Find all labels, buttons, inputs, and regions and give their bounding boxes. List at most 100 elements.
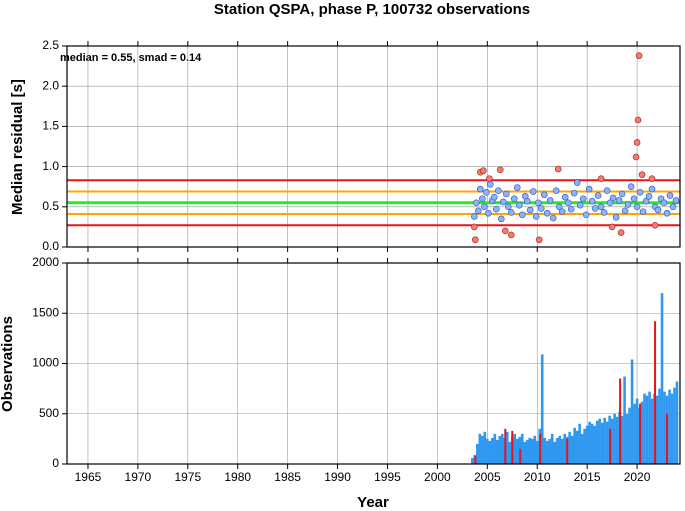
point bbox=[486, 175, 493, 182]
bar bbox=[539, 433, 542, 464]
bar bbox=[675, 381, 679, 464]
point bbox=[558, 208, 566, 215]
bar bbox=[535, 440, 539, 464]
point bbox=[487, 180, 494, 188]
point bbox=[588, 197, 596, 205]
x-tick-label: 2010 bbox=[524, 470, 551, 484]
point bbox=[479, 195, 486, 203]
point bbox=[510, 195, 518, 203]
bar bbox=[648, 391, 651, 464]
point bbox=[472, 236, 479, 244]
point bbox=[554, 165, 562, 173]
bar bbox=[515, 438, 519, 464]
bar bbox=[540, 354, 544, 464]
point bbox=[567, 205, 575, 213]
bar bbox=[498, 435, 502, 464]
bar bbox=[566, 438, 569, 464]
point bbox=[634, 116, 642, 124]
bar bbox=[555, 437, 559, 464]
bar bbox=[481, 435, 484, 464]
plot-frame bbox=[66, 45, 681, 248]
bar bbox=[545, 440, 549, 464]
bar bbox=[645, 395, 649, 464]
x-tick-label: 2005 bbox=[474, 470, 501, 484]
y-tick-label: 0.5 bbox=[42, 199, 59, 213]
point bbox=[638, 171, 646, 178]
x-tick-label: 1995 bbox=[374, 470, 401, 484]
point bbox=[497, 215, 505, 223]
bar bbox=[508, 441, 512, 464]
x-tick-label: 1970 bbox=[125, 470, 152, 484]
bar bbox=[620, 415, 624, 464]
point bbox=[603, 187, 611, 195]
point bbox=[537, 205, 545, 212]
point bbox=[480, 167, 487, 174]
point bbox=[543, 209, 551, 217]
y-tick-label: 2.5 bbox=[42, 38, 59, 52]
bar bbox=[650, 398, 654, 464]
bar bbox=[660, 293, 664, 464]
x-tick-label: 1985 bbox=[274, 470, 301, 484]
point bbox=[471, 223, 478, 231]
point bbox=[576, 201, 584, 209]
bar bbox=[505, 431, 509, 464]
y-tick-label: 500 bbox=[39, 406, 59, 420]
bar bbox=[643, 393, 646, 464]
point bbox=[621, 207, 629, 215]
bar bbox=[610, 418, 614, 464]
bar bbox=[615, 416, 619, 464]
point bbox=[552, 187, 560, 195]
point bbox=[606, 199, 614, 207]
point bbox=[663, 209, 671, 217]
x-axis-label: Year bbox=[357, 494, 389, 511]
point bbox=[492, 205, 500, 213]
bar bbox=[598, 418, 601, 464]
point bbox=[672, 197, 680, 204]
bar bbox=[513, 433, 517, 464]
bar bbox=[613, 413, 616, 464]
chart-title: Station QSPA, phase P, 100732 observatio… bbox=[214, 1, 530, 18]
bar bbox=[623, 376, 626, 464]
bar bbox=[573, 427, 576, 464]
bar bbox=[600, 422, 604, 464]
y-tick-label: 1000 bbox=[32, 356, 59, 370]
point bbox=[570, 189, 578, 197]
bar bbox=[548, 438, 552, 464]
bar bbox=[570, 435, 574, 464]
bar bbox=[628, 407, 631, 464]
bar bbox=[478, 433, 482, 464]
point bbox=[546, 197, 554, 204]
bar bbox=[670, 393, 674, 464]
point bbox=[645, 193, 653, 200]
point bbox=[612, 213, 620, 221]
point bbox=[496, 166, 504, 174]
point bbox=[477, 185, 484, 193]
bar bbox=[491, 437, 494, 464]
point bbox=[535, 236, 543, 244]
bar bbox=[530, 438, 534, 464]
point bbox=[618, 190, 626, 198]
bar bbox=[558, 435, 561, 464]
bar bbox=[590, 423, 594, 464]
bar bbox=[533, 435, 537, 464]
point bbox=[518, 211, 526, 219]
point bbox=[617, 229, 625, 236]
y-tick-label: 2000 bbox=[32, 255, 59, 269]
point bbox=[579, 195, 587, 203]
point bbox=[633, 203, 641, 211]
point bbox=[666, 192, 674, 199]
point bbox=[632, 153, 640, 161]
bar bbox=[658, 388, 661, 464]
bar bbox=[585, 425, 589, 464]
point bbox=[475, 207, 482, 215]
point bbox=[501, 227, 509, 235]
bar bbox=[639, 403, 642, 464]
plot-frame bbox=[66, 262, 681, 465]
bar bbox=[633, 403, 636, 464]
bar bbox=[588, 421, 591, 464]
bar bbox=[560, 438, 564, 464]
bar bbox=[625, 413, 629, 464]
bar bbox=[605, 421, 609, 464]
bar bbox=[486, 438, 489, 464]
y-tick-label: 0 bbox=[52, 456, 59, 470]
